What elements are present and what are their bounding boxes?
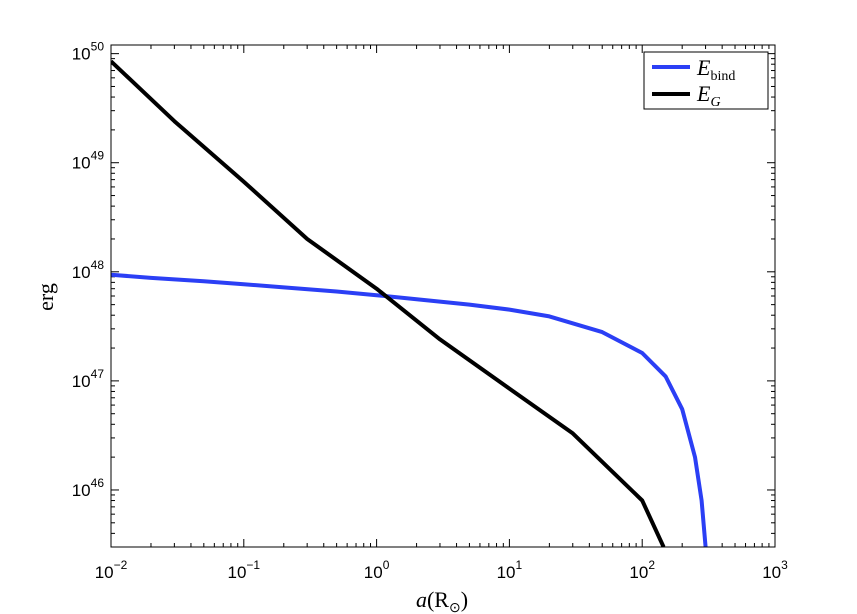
y-tick-label: 1047 bbox=[72, 367, 105, 391]
x-tick-label: 102 bbox=[629, 558, 655, 582]
y-axis-label: erg bbox=[33, 283, 58, 311]
legend-label-eg: EG bbox=[696, 81, 721, 110]
series-line-eg bbox=[111, 59, 666, 547]
tick-layer: 10−2 10−1 100 101 102 103 1046 1047 1048 1049 1050 bbox=[72, 40, 788, 582]
x-tick-label: 101 bbox=[497, 558, 523, 582]
legend-box bbox=[643, 51, 769, 110]
y-tick-label: 1049 bbox=[72, 149, 105, 173]
y-tick-label: 1050 bbox=[72, 40, 105, 64]
x-tick-label: 10−1 bbox=[227, 558, 260, 582]
legend: Ebind EG bbox=[643, 51, 769, 110]
minor-ticks bbox=[111, 45, 775, 547]
x-tick-label: 103 bbox=[762, 558, 788, 582]
x-tick-label: 10−2 bbox=[95, 558, 128, 582]
x-axis-label: a(R⊙) bbox=[416, 587, 468, 614]
legend-label-ebind: Ebind bbox=[696, 55, 735, 84]
series-line-ebind bbox=[111, 272, 708, 547]
series-layer bbox=[111, 59, 708, 547]
plot-frame bbox=[110, 44, 776, 548]
y-tick-label: 1046 bbox=[72, 476, 105, 500]
x-tick-label: 100 bbox=[364, 558, 390, 582]
y-tick-label: 1048 bbox=[72, 258, 105, 282]
